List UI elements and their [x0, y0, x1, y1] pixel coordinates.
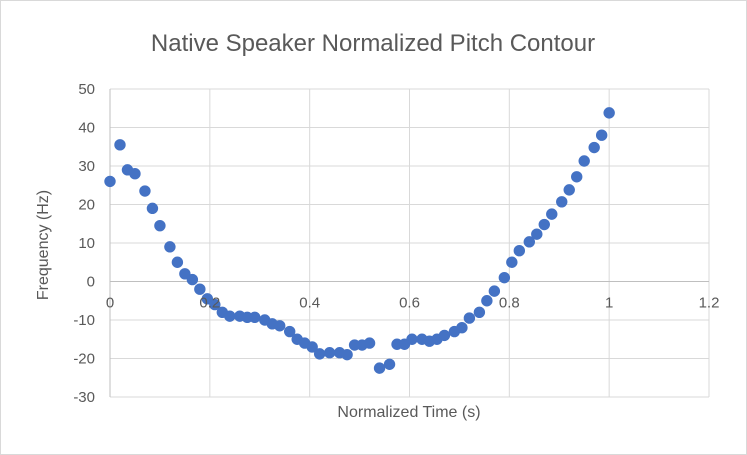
data-point: [481, 295, 493, 307]
y-tick-label: 0: [87, 274, 95, 291]
x-tick-label: 0.8: [499, 295, 520, 312]
data-point: [556, 196, 568, 208]
data-point: [164, 241, 176, 253]
data-point: [513, 244, 526, 257]
x-tick-label: 1: [605, 295, 613, 312]
data-point: [531, 228, 543, 240]
data-point: [194, 283, 206, 295]
data-point: [224, 310, 236, 322]
data-point: [546, 208, 558, 220]
data-point: [373, 362, 386, 374]
data-point: [146, 202, 159, 215]
y-tick-label: 10: [78, 235, 95, 252]
data-point: [506, 256, 518, 268]
data-point: [456, 322, 468, 334]
data-point: [588, 141, 600, 154]
data-point: [104, 175, 116, 188]
data-point: [595, 129, 608, 141]
data-point: [171, 256, 184, 268]
data-point: [571, 171, 583, 183]
y-tick-label: -10: [73, 312, 95, 329]
data-point: [383, 358, 396, 370]
y-tick-label: 50: [78, 81, 95, 98]
points-layer: [104, 107, 615, 374]
ticks-layer: -30 -20 -10 0 10 20 30 40 50 0 0.2 0.4 0.6 0.8 1 1.2: [73, 81, 719, 406]
y-tick-label: 30: [78, 158, 95, 175]
data-point: [438, 329, 451, 342]
data-point: [341, 348, 353, 361]
data-point: [406, 333, 418, 345]
data-point: [538, 218, 550, 231]
data-point: [249, 311, 261, 324]
x-tick-label: 0.4: [299, 295, 320, 312]
data-point: [603, 107, 615, 119]
data-point: [186, 273, 199, 286]
data-point: [114, 139, 126, 151]
data-point: [284, 325, 296, 338]
data-point: [523, 236, 536, 248]
y-tick-label: -20: [73, 351, 95, 368]
y-tick-label: -30: [73, 389, 95, 406]
y-tick-label: 40: [78, 120, 95, 137]
data-point: [463, 312, 476, 324]
data-point: [129, 167, 141, 180]
data-point: [179, 268, 191, 280]
data-point: [488, 285, 501, 297]
data-point: [306, 341, 318, 353]
data-point: [323, 347, 336, 359]
grid-layer: [110, 88, 710, 398]
data-point: [498, 271, 511, 284]
data-point: [209, 298, 221, 311]
data-point: [313, 348, 326, 360]
x-tick-label: 0.2: [199, 295, 220, 312]
x-axis-title: Normalized Time (s): [337, 404, 480, 421]
axis-layer: [109, 89, 709, 397]
x-tick-label: 0: [106, 295, 114, 312]
data-point: [473, 306, 486, 319]
x-tick-label: 0.6: [399, 295, 420, 312]
data-point: [363, 337, 376, 349]
data-point: [274, 320, 286, 332]
data-point: [201, 293, 214, 305]
data-point: [563, 184, 575, 196]
chart-title: Native Speaker Normalized Pitch Contour: [151, 30, 595, 57]
y-tick-label: 20: [78, 197, 95, 214]
data-point: [578, 155, 590, 167]
y-axis-title: Frequency (Hz): [35, 190, 52, 300]
data-point: [154, 219, 166, 232]
data-point: [139, 185, 151, 197]
x-tick-label: 1.2: [699, 295, 720, 312]
